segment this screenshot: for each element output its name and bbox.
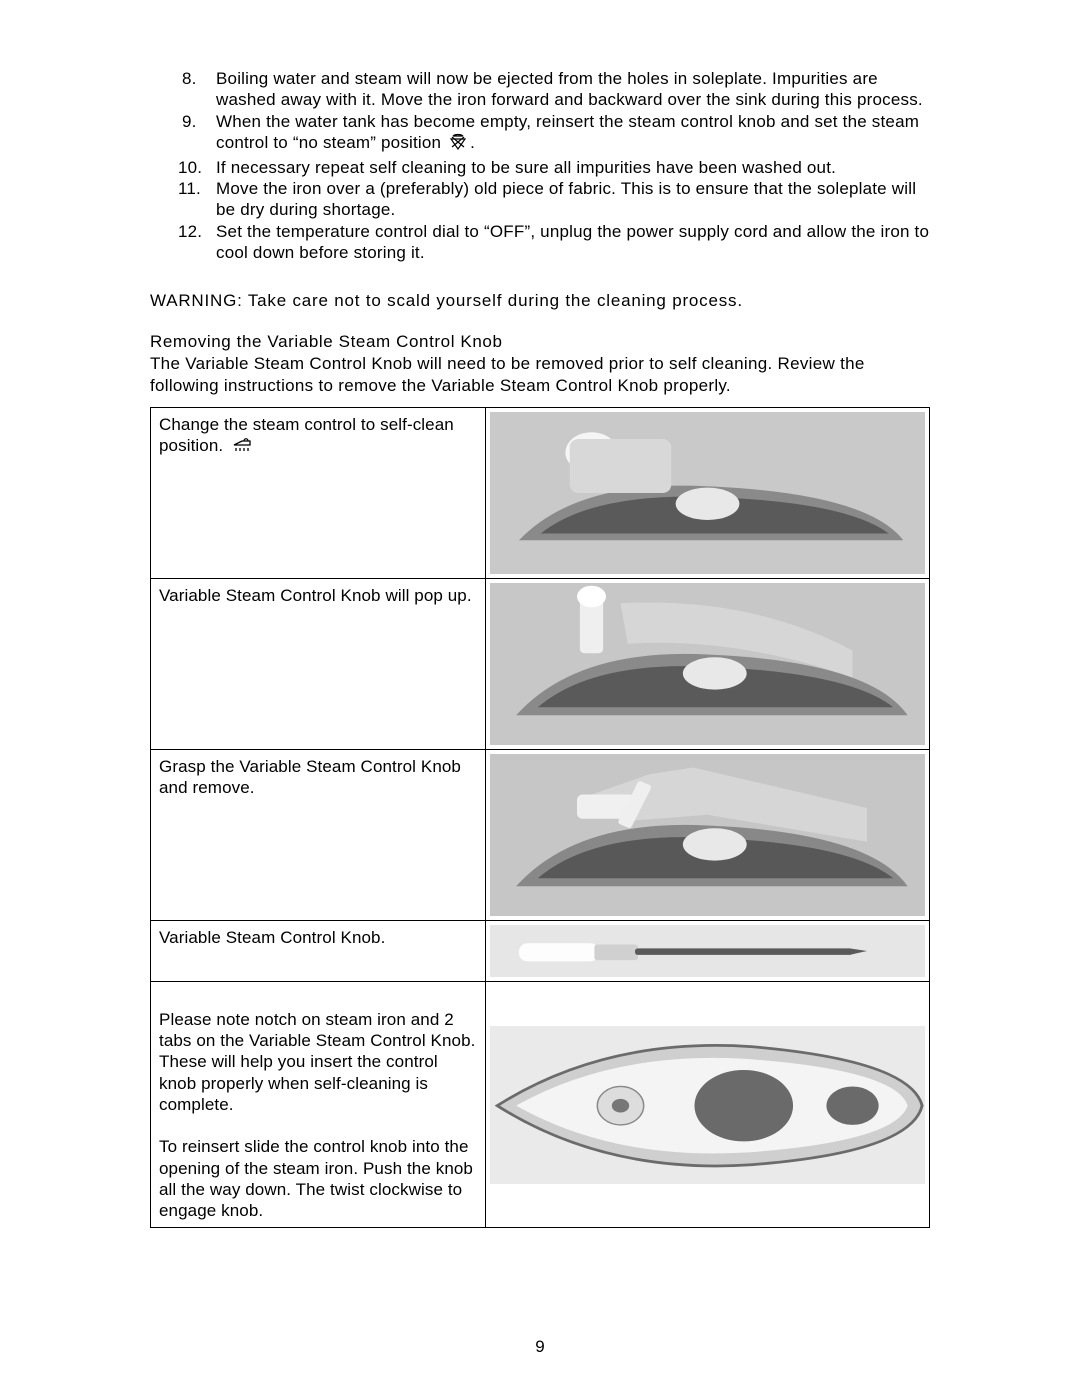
cell-text: Variable Steam Control Knob. — [159, 928, 385, 947]
cell-text: Change the steam control to self-clean p… — [159, 415, 454, 455]
step-text: Boiling water and steam will now be ejec… — [216, 69, 923, 109]
instruction-cell: Variable Steam Control Knob will pop up. — [151, 578, 486, 749]
instruction-table: Change the steam control to self-clean p… — [150, 407, 930, 1229]
step-10: 10. If necessary repeat self cleaning to… — [216, 157, 930, 178]
table-row: Please note notch on steam iron and 2 ta… — [151, 981, 930, 1228]
step-11: 11. Move the iron over a (preferably) ol… — [216, 178, 930, 221]
image-cell — [485, 407, 929, 578]
image-cell — [485, 578, 929, 749]
table-row: Variable Steam Control Knob. — [151, 920, 930, 981]
step-text: Move the iron over a (preferably) old pi… — [216, 179, 916, 219]
instruction-cell: Change the steam control to self-clean p… — [151, 407, 486, 578]
section-heading: Removing the Variable Steam Control Knob — [150, 332, 503, 351]
instruction-photo — [490, 925, 925, 977]
step-number: 10. — [178, 157, 208, 178]
table-row: Grasp the Variable Steam Control Knob an… — [151, 749, 930, 920]
warning-text: WARNING: Take care not to scald yourself… — [150, 290, 930, 312]
instruction-cell: Grasp the Variable Steam Control Knob an… — [151, 749, 486, 920]
page-number: 9 — [0, 1337, 1080, 1357]
instruction-photo — [490, 412, 925, 574]
instruction-cell: Please note notch on steam iron and 2 ta… — [151, 981, 486, 1228]
section-intro-text: The Variable Steam Control Knob will nee… — [150, 354, 865, 395]
cell-text: Variable Steam Control Knob will pop up. — [159, 586, 472, 605]
no-steam-icon — [448, 133, 468, 156]
self-clean-icon — [230, 436, 254, 459]
step-number: 11. — [178, 178, 208, 199]
step-number: 9. — [182, 111, 212, 132]
image-cell — [485, 981, 929, 1228]
image-cell — [485, 749, 929, 920]
instruction-photo — [490, 754, 925, 916]
image-cell — [485, 920, 929, 981]
section-intro: Removing the Variable Steam Control Knob… — [150, 331, 930, 396]
document-page: 8. Boiling water and steam will now be e… — [0, 0, 1080, 1397]
cell-text: Grasp the Variable Steam Control Knob an… — [159, 757, 461, 797]
table-row: Variable Steam Control Knob will pop up. — [151, 578, 930, 749]
step-text: When the water tank has become empty, re… — [216, 112, 919, 152]
step-9: 9. When the water tank has become empty,… — [216, 111, 930, 157]
instruction-photo — [490, 583, 925, 745]
cell-text: Please note notch on steam iron and 2 ta… — [159, 1010, 475, 1220]
step-text: If necessary repeat self cleaning to be … — [216, 158, 836, 177]
step-number: 12. — [178, 221, 208, 242]
step-text-after: . — [470, 133, 475, 152]
step-number: 8. — [182, 68, 212, 89]
step-8: 8. Boiling water and steam will now be e… — [216, 68, 930, 111]
instruction-photo — [490, 1026, 925, 1184]
step-text: Set the temperature control dial to “OFF… — [216, 222, 929, 262]
step-12: 12. Set the temperature control dial to … — [216, 221, 930, 264]
numbered-steps: 8. Boiling water and steam will now be e… — [150, 68, 930, 264]
table-row: Change the steam control to self-clean p… — [151, 407, 930, 578]
instruction-cell: Variable Steam Control Knob. — [151, 920, 486, 981]
